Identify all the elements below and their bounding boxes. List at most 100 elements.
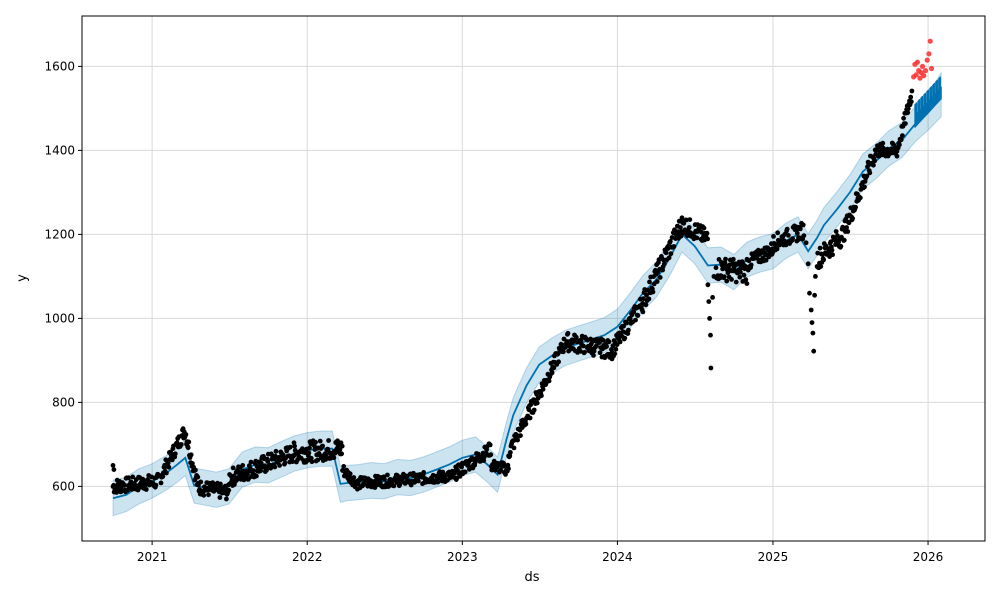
observed-point bbox=[305, 457, 311, 463]
observed-point bbox=[713, 265, 719, 271]
y-tick-label: 1400 bbox=[44, 143, 75, 157]
observed-point bbox=[290, 459, 296, 464]
observed-point bbox=[292, 443, 297, 449]
observed-point bbox=[771, 234, 776, 239]
observed-point bbox=[121, 482, 127, 488]
future-actual-point bbox=[928, 65, 935, 72]
observed-point bbox=[818, 264, 824, 269]
observed-point bbox=[815, 250, 821, 256]
observed-point bbox=[844, 225, 849, 230]
observed-point bbox=[186, 439, 192, 445]
observed-point bbox=[341, 464, 347, 469]
observed-point bbox=[803, 240, 809, 246]
observed-point bbox=[565, 330, 571, 336]
observed-point bbox=[523, 421, 529, 427]
observed-point bbox=[797, 226, 803, 232]
future-actual-points bbox=[911, 38, 935, 81]
observed-point bbox=[668, 251, 674, 257]
observed-point bbox=[737, 274, 743, 280]
observed-point bbox=[829, 247, 835, 253]
observed-point bbox=[475, 451, 481, 457]
observed-point bbox=[224, 496, 229, 502]
observed-point bbox=[774, 246, 780, 252]
observed-point bbox=[671, 244, 677, 249]
observed-point bbox=[640, 309, 646, 315]
observed-point bbox=[126, 475, 131, 481]
observed-point bbox=[775, 230, 781, 236]
observed-point bbox=[197, 487, 203, 492]
observed-point bbox=[251, 468, 256, 473]
observed-point bbox=[549, 370, 555, 376]
observed-point bbox=[909, 88, 915, 94]
observed-point bbox=[508, 450, 513, 455]
observed-point bbox=[245, 471, 250, 477]
observed-point bbox=[900, 133, 905, 139]
observed-point bbox=[631, 309, 637, 315]
observed-point bbox=[597, 350, 603, 356]
observed-point bbox=[498, 467, 504, 473]
observed-point bbox=[617, 339, 623, 345]
observed-point bbox=[506, 466, 511, 472]
forecast-line-group bbox=[112, 95, 942, 500]
observed-point bbox=[415, 478, 421, 484]
observed-point bbox=[561, 349, 566, 355]
observed-point bbox=[678, 233, 684, 239]
observed-point bbox=[833, 229, 839, 234]
observed-point bbox=[708, 365, 714, 371]
observed-point bbox=[265, 459, 271, 464]
observed-point bbox=[280, 452, 286, 458]
x-tick-label: 2023 bbox=[447, 550, 478, 564]
forecast-line bbox=[112, 95, 942, 500]
observed-point bbox=[710, 295, 715, 300]
observed-point bbox=[661, 261, 667, 267]
x-tick-label: 2022 bbox=[292, 550, 323, 564]
observed-point bbox=[635, 313, 641, 318]
observed-point bbox=[654, 279, 660, 284]
observed-point bbox=[807, 290, 812, 296]
observed-point bbox=[391, 483, 397, 489]
observed-point bbox=[315, 457, 321, 463]
observed-point bbox=[331, 455, 337, 461]
observed-point bbox=[309, 459, 315, 465]
observed-point bbox=[626, 327, 631, 333]
observed-point bbox=[320, 443, 325, 449]
observed-point bbox=[733, 279, 739, 285]
observed-point bbox=[165, 460, 171, 466]
observed-point bbox=[897, 142, 902, 148]
observed-point bbox=[573, 334, 579, 340]
observed-point bbox=[339, 451, 344, 457]
observed-point bbox=[663, 250, 669, 256]
observed-point bbox=[317, 438, 323, 444]
observed-point bbox=[908, 99, 914, 105]
observed-point bbox=[114, 490, 119, 495]
y-axis-label: y bbox=[15, 274, 30, 282]
observed-point bbox=[647, 279, 652, 285]
observed-points bbox=[110, 88, 915, 502]
observed-point bbox=[711, 274, 717, 279]
x-tick-label: 2026 bbox=[913, 550, 944, 564]
observed-point bbox=[540, 386, 546, 392]
observed-point bbox=[708, 332, 713, 338]
observed-point bbox=[581, 343, 586, 349]
observed-point bbox=[230, 465, 236, 471]
observed-point bbox=[264, 467, 269, 473]
y-tick-label: 600 bbox=[52, 479, 75, 493]
observed-point bbox=[218, 481, 223, 487]
observed-point bbox=[801, 233, 807, 239]
observed-point bbox=[488, 452, 494, 458]
observed-point bbox=[185, 445, 191, 451]
observed-point bbox=[633, 317, 638, 323]
observed-point bbox=[164, 470, 169, 476]
observed-point bbox=[705, 236, 710, 242]
observed-point bbox=[729, 277, 734, 282]
observed-point bbox=[110, 463, 116, 468]
x-tick-label: 2021 bbox=[137, 550, 168, 564]
observed-point bbox=[811, 348, 817, 354]
observed-point bbox=[748, 262, 754, 268]
observed-point bbox=[385, 472, 390, 478]
observed-point bbox=[258, 468, 263, 474]
observed-point bbox=[582, 349, 587, 355]
observed-point bbox=[143, 487, 149, 492]
observed-point bbox=[600, 337, 606, 343]
observed-point bbox=[515, 437, 520, 443]
